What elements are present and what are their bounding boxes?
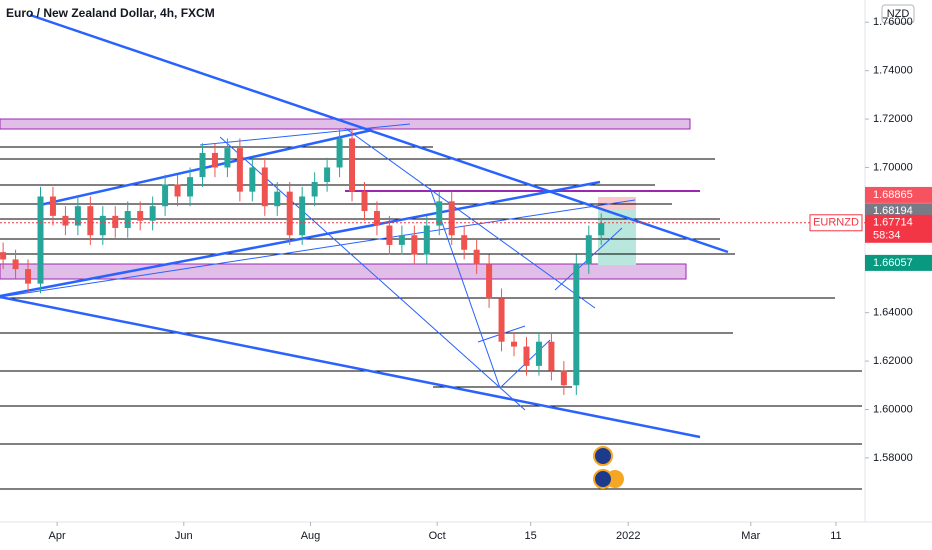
candle-body [324, 167, 331, 182]
price-label-box [865, 254, 932, 271]
x-tick-label: Aug [301, 530, 321, 542]
price-label: 1.68865 [873, 189, 913, 201]
candle-body [286, 191, 293, 236]
candle-body [137, 211, 144, 221]
candle-body [498, 298, 505, 342]
candle-body [560, 370, 567, 386]
trend-line [0, 199, 636, 298]
candle-body [99, 215, 106, 236]
y-tick-label: 1.64000 [873, 307, 913, 319]
candle-body [49, 196, 56, 216]
price-label: 1.67714 [873, 217, 913, 229]
candle-body [187, 177, 194, 197]
chart-title: Euro / New Zealand Dollar, 4h, FXCM [6, 6, 215, 20]
x-tick-label: Jun [175, 530, 193, 542]
candle-body [299, 196, 306, 236]
event-icon [593, 469, 613, 489]
y-tick-label: 1.58000 [873, 452, 913, 464]
x-tick-label: Oct [429, 530, 446, 542]
y-tick-label: 1.72000 [873, 113, 913, 125]
countdown: 58:34 [873, 230, 901, 242]
candle-body [511, 341, 518, 347]
x-tick-label: 15 [525, 530, 537, 542]
y-tick-label: 1.76000 [873, 16, 913, 28]
trend-line [344, 127, 596, 309]
candle-body [423, 225, 430, 255]
candle-body [461, 235, 468, 250]
candle-body [124, 211, 131, 228]
candle-body [149, 206, 156, 221]
candle-body [598, 223, 605, 236]
trend-line [0, 180, 601, 298]
price-label-box [865, 186, 932, 203]
candle-body [62, 215, 69, 226]
currency-box[interactable] [881, 4, 915, 24]
trend-line [0, 295, 701, 439]
zone [0, 263, 687, 280]
candle-body [311, 181, 318, 197]
candle-body [211, 152, 218, 168]
candle-body [573, 264, 580, 386]
candle-body [349, 138, 356, 192]
candle-body [373, 211, 380, 226]
price-label: 1.66057 [873, 257, 913, 269]
candle-body [112, 215, 119, 228]
candle-body [585, 235, 592, 265]
price-label-box [865, 214, 932, 243]
trend-line [199, 123, 411, 146]
candle-body [224, 148, 231, 168]
x-tick-label: 11 [830, 530, 841, 542]
candle-body [162, 184, 169, 207]
candle-body [37, 196, 44, 284]
drawings [0, 13, 862, 490]
candle-body [398, 235, 405, 245]
candle-body [535, 341, 542, 366]
plot [0, 128, 605, 395]
currency[interactable]: NZD [887, 8, 910, 20]
events [593, 446, 624, 489]
candle-body [523, 346, 530, 366]
x-tick-label: Apr [49, 530, 66, 542]
candle-body [249, 167, 256, 192]
candle-body [199, 152, 206, 178]
zone [0, 118, 691, 130]
candle-body [548, 341, 555, 371]
y-tick-label: 1.74000 [873, 65, 913, 77]
trend-line [219, 136, 526, 411]
candle-body [361, 191, 368, 212]
symbol-box [809, 214, 863, 232]
candle-body [473, 249, 480, 265]
x-tick-label: Mar [741, 530, 760, 542]
candle-body [87, 206, 94, 236]
trend-line [29, 13, 729, 254]
trend-line [39, 128, 373, 207]
x-tick-label: 2022 [616, 530, 640, 542]
event-icon [593, 446, 613, 466]
candle-body [411, 235, 418, 255]
y-tick-label: 1.62000 [873, 355, 913, 367]
candle-body [448, 201, 455, 236]
y-tick-label: 1.60000 [873, 403, 913, 415]
price-label: 1.68194 [873, 205, 913, 217]
candle-body [74, 206, 81, 226]
candle-body [236, 148, 243, 192]
candle-body [0, 252, 7, 260]
candle-body [436, 201, 443, 226]
candle-body [174, 184, 181, 197]
candle-body [386, 225, 393, 245]
candle-body [336, 138, 343, 168]
candle-body [486, 264, 493, 299]
candle-body [12, 259, 19, 270]
candle-body [25, 269, 32, 284]
candle-body [274, 191, 281, 207]
symbol-label: EURNZD [813, 217, 859, 229]
y-tick-label: 1.70000 [873, 161, 913, 173]
candle-body [261, 167, 268, 207]
